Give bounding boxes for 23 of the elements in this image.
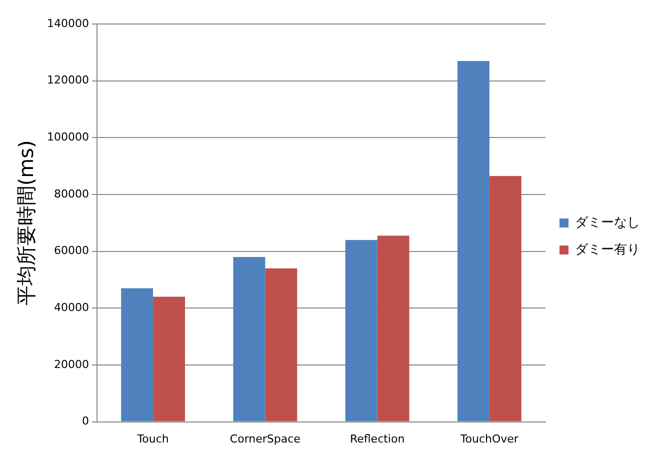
y-tick-label: 100000 xyxy=(46,130,89,144)
y-tick-label: 60000 xyxy=(54,244,89,258)
y-tick-label: 140000 xyxy=(46,16,89,30)
y-tick-label: 80000 xyxy=(54,187,89,200)
bar xyxy=(489,176,522,422)
y-tick-label: 20000 xyxy=(54,358,89,371)
bar xyxy=(153,296,186,422)
y-tick-label: 120000 xyxy=(46,74,89,87)
x-tick-label: Reflection xyxy=(350,432,405,446)
bar xyxy=(377,236,410,422)
y-axis-title: 平均所要時間(ms) xyxy=(14,140,38,306)
x-tick-label: CornerSpace xyxy=(230,432,301,446)
bar xyxy=(345,240,378,422)
bar xyxy=(457,60,490,422)
x-tick-label: TouchOver xyxy=(459,432,519,446)
y-tick-label: 40000 xyxy=(54,301,89,314)
legend-label: ダミー有り xyxy=(575,242,640,258)
bar xyxy=(121,288,154,422)
legend-label: ダミーなし xyxy=(575,215,640,230)
bar xyxy=(265,268,298,422)
y-tick-label: 0 xyxy=(82,414,89,428)
x-tick-label: Touch xyxy=(136,432,169,446)
bar xyxy=(233,256,266,422)
